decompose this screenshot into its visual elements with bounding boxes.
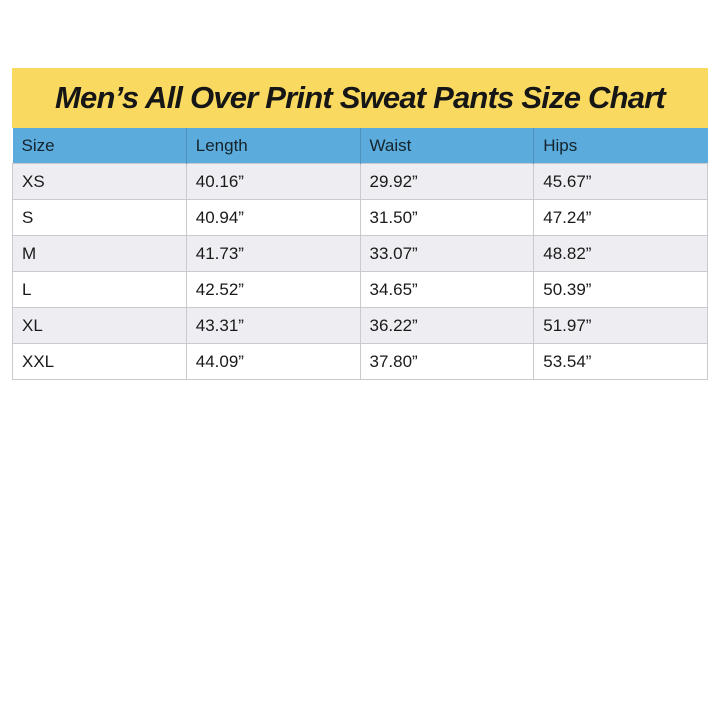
table-row-m: M 41.73” 33.07” 48.82”	[12, 235, 708, 272]
cell-waist: 37.80”	[359, 343, 535, 380]
cell-size: S	[12, 199, 187, 236]
column-header-size: Size	[12, 128, 187, 164]
cell-waist: 33.07”	[359, 235, 535, 272]
column-header-length: Length	[186, 128, 361, 164]
page-title: Men’s All Over Print Sweat Pants Size Ch…	[55, 80, 666, 115]
size-chart-table: Size Length Waist Hips XS 40.16” 29.92” …	[12, 128, 708, 380]
table-row-xxl: XXL 44.09” 37.80” 53.54”	[12, 343, 708, 380]
table-row-l: L 42.52” 34.65” 50.39”	[12, 271, 708, 308]
cell-length: 40.94”	[185, 199, 361, 236]
cell-waist: 31.50”	[359, 199, 535, 236]
cell-hips: 51.97”	[533, 307, 708, 344]
cell-hips: 45.67”	[533, 163, 708, 200]
cell-size: XXL	[12, 343, 187, 380]
cell-waist: 36.22”	[359, 307, 535, 344]
cell-length: 44.09”	[185, 343, 361, 380]
cell-length: 43.31”	[185, 307, 361, 344]
column-header-hips: Hips	[533, 128, 708, 164]
title-banner: Men’s All Over Print Sweat Pants Size Ch…	[12, 68, 708, 128]
cell-size: M	[12, 235, 187, 272]
cell-hips: 50.39”	[533, 271, 708, 308]
cell-length: 42.52”	[185, 271, 361, 308]
cell-length: 40.16”	[185, 163, 361, 200]
cell-size: XL	[12, 307, 187, 344]
column-header-waist: Waist	[360, 128, 535, 164]
cell-size: XS	[12, 163, 187, 200]
table-row-s: S 40.94” 31.50” 47.24”	[12, 199, 708, 236]
cell-hips: 48.82”	[533, 235, 708, 272]
table-row-xs: XS 40.16” 29.92” 45.67”	[12, 163, 708, 200]
cell-waist: 34.65”	[359, 271, 535, 308]
cell-hips: 47.24”	[533, 199, 708, 236]
cell-length: 41.73”	[185, 235, 361, 272]
cell-waist: 29.92”	[359, 163, 535, 200]
table-row-xl: XL 43.31” 36.22” 51.97”	[12, 307, 708, 344]
cell-size: L	[12, 271, 187, 308]
table-header-row: Size Length Waist Hips	[12, 128, 708, 164]
cell-hips: 53.54”	[533, 343, 708, 380]
